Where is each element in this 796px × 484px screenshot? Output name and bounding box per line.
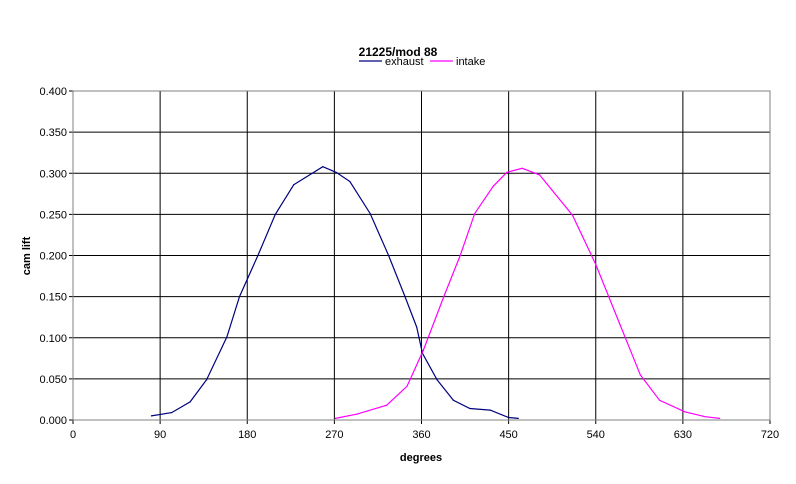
data-point-intake — [506, 171, 508, 174]
data-point-intake — [459, 254, 461, 257]
data-point-intake — [571, 214, 574, 216]
grid — [69, 90, 771, 424]
x-tick-label: 270 — [325, 429, 343, 441]
y-tick-label: 0.150 — [39, 292, 67, 304]
y-tick-label: 0.050 — [39, 374, 67, 386]
x-tick-label: 360 — [412, 429, 430, 441]
plot-area — [72, 90, 771, 421]
data-point-exhaust — [452, 399, 455, 401]
data-point-intake — [684, 411, 686, 413]
tick-labels: 0 90 180 270 360 450 540 630 720 0.000 0.050 0.100 0… — [39, 86, 779, 441]
data-point-intake — [595, 263, 597, 266]
y-tick-label: 0.300 — [39, 168, 67, 180]
legend: exhaust intake — [359, 56, 485, 68]
series-line-intake — [335, 167, 720, 419]
data-point-exhaust — [322, 166, 324, 168]
x-tick-label: 90 — [154, 429, 166, 441]
data-point-intake — [619, 323, 621, 326]
x-axis-label: degrees — [400, 452, 442, 464]
data-point-intake — [639, 374, 641, 376]
legend-label-exhaust: exhaust — [385, 56, 424, 68]
data-point-exhaust — [335, 171, 337, 174]
data-point-exhaust — [257, 254, 259, 257]
data-point-exhaust — [436, 379, 438, 381]
x-tick-label: 540 — [587, 429, 605, 441]
data-point-intake — [406, 385, 408, 387]
x-tick-label: 0 — [70, 429, 76, 441]
data-point-intake — [521, 167, 523, 169]
x-tick-label: 180 — [238, 429, 256, 441]
data-point-intake — [422, 349, 425, 351]
data-point-intake — [492, 185, 494, 188]
y-tick-label: 0.250 — [39, 209, 67, 221]
data-point-exhaust — [469, 407, 471, 410]
data-point-intake — [539, 174, 541, 176]
data-point-intake — [386, 404, 388, 406]
data-point-intake — [356, 413, 358, 415]
data-point-intake — [659, 399, 661, 401]
y-tick-label: 0.200 — [39, 251, 67, 263]
chart-title: 21225/mod 88 — [359, 45, 438, 59]
data-point-intake — [334, 417, 336, 419]
x-tick-label: 450 — [499, 429, 517, 441]
legend-label-intake: intake — [456, 56, 485, 68]
data-point-exhaust — [489, 409, 491, 411]
y-tick-label: 0.350 — [39, 127, 67, 139]
data-point-exhaust — [387, 254, 390, 257]
data-point-exhaust — [416, 326, 418, 328]
data-point-exhaust — [517, 417, 519, 419]
data-point-exhaust — [349, 180, 351, 183]
data-point-exhaust — [274, 213, 276, 215]
data-point-exhaust — [171, 411, 173, 414]
data-point-intake — [443, 296, 445, 298]
data-point-exhaust — [508, 416, 510, 419]
x-tick-label: 630 — [674, 429, 692, 441]
y-axis-label: cam lift — [21, 236, 33, 275]
data-point-exhaust — [205, 379, 208, 381]
y-tick-label: 0.000 — [39, 415, 67, 427]
data-point-exhaust — [238, 296, 241, 298]
data-point-intake — [704, 416, 706, 418]
data-point-exhaust — [369, 212, 371, 215]
series-group — [150, 166, 721, 419]
data-point-intake — [474, 212, 476, 215]
y-tick-label: 0.400 — [39, 86, 67, 98]
data-point-exhaust — [226, 336, 228, 338]
data-point-exhaust — [293, 184, 295, 186]
data-point-exhaust — [189, 401, 191, 403]
x-tick-label: 720 — [761, 429, 779, 441]
y-tick-label: 0.100 — [39, 333, 67, 345]
data-point-intake — [719, 417, 721, 419]
data-point-exhaust — [404, 296, 406, 298]
data-point-exhaust — [150, 415, 153, 417]
